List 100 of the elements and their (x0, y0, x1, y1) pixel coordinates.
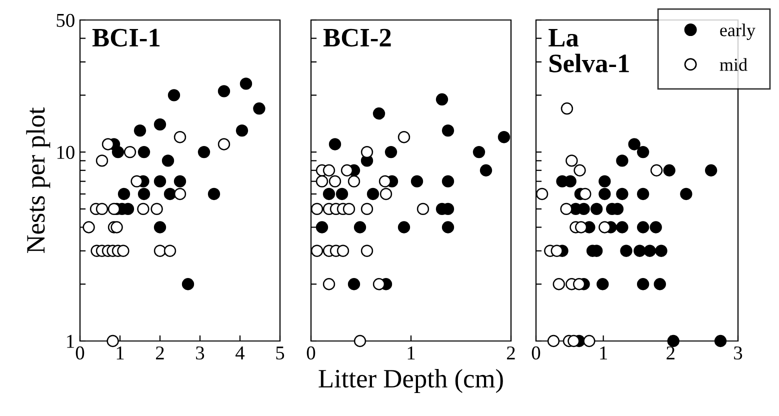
point (442, 221, 454, 234)
y-tick-label: 50 (56, 14, 74, 27)
point (348, 175, 360, 188)
point (573, 278, 586, 290)
point (596, 278, 609, 290)
point (436, 93, 448, 106)
point (164, 188, 176, 200)
point (328, 138, 342, 150)
point (336, 188, 348, 200)
point (253, 102, 266, 115)
point (164, 244, 176, 257)
point (96, 202, 108, 216)
point (636, 221, 650, 234)
point (310, 202, 324, 216)
point (650, 164, 663, 176)
point (328, 175, 342, 188)
point (112, 146, 124, 158)
point (134, 124, 146, 137)
x-tick-label: 0 (532, 346, 540, 360)
point (316, 221, 328, 234)
point (137, 202, 150, 216)
point (354, 334, 366, 348)
point (650, 221, 662, 234)
point (198, 146, 210, 158)
point (616, 221, 628, 234)
y-tick-label: 10 (57, 146, 74, 159)
point (480, 164, 492, 176)
point (322, 188, 336, 200)
point (663, 164, 676, 176)
x-tick-label: 1 (408, 346, 415, 360)
point (560, 202, 572, 216)
point (384, 146, 398, 158)
point (568, 334, 580, 348)
point (634, 244, 646, 257)
point (598, 188, 611, 200)
point (240, 78, 252, 90)
point (442, 124, 454, 137)
point (536, 188, 548, 200)
point (547, 334, 560, 348)
point (628, 138, 640, 150)
x-tick-label: 2 (506, 346, 515, 360)
point (218, 85, 230, 98)
point (636, 146, 650, 158)
point (590, 202, 603, 216)
x-tick-label: 0 (76, 346, 84, 360)
point (96, 154, 108, 167)
point (636, 278, 650, 290)
point (154, 118, 166, 131)
point (110, 221, 123, 234)
point (366, 188, 380, 200)
point (208, 188, 220, 200)
point (372, 107, 386, 120)
point (644, 244, 656, 257)
point (316, 175, 328, 188)
point (442, 175, 454, 188)
point (360, 244, 374, 257)
x-tick-label: 0 (306, 346, 316, 360)
point (498, 131, 510, 144)
point (174, 175, 186, 188)
point (130, 175, 143, 188)
y-axis-title: Nests per plot (26, 107, 50, 254)
chart-title: BCI-2 (323, 28, 391, 47)
text: La Selva-1 (548, 29, 629, 72)
point (620, 244, 632, 257)
point (655, 244, 668, 257)
x-tick-label: 1 (116, 346, 124, 360)
x-tick-label: 2 (666, 346, 674, 360)
point (398, 131, 410, 144)
point (598, 175, 611, 188)
point (82, 221, 95, 234)
point (138, 188, 150, 200)
point (398, 221, 410, 234)
point (360, 202, 374, 216)
y-tick-label: 1 (67, 334, 74, 348)
point (667, 334, 680, 348)
point (560, 102, 574, 115)
point (636, 188, 650, 200)
point (108, 202, 120, 216)
x-tick-label: 3 (196, 346, 204, 360)
point (118, 188, 130, 200)
point (340, 164, 354, 176)
point (236, 124, 248, 137)
point (322, 278, 336, 290)
point (310, 244, 324, 257)
point (348, 278, 360, 290)
chart-title: BCI-1 (92, 28, 160, 47)
point (372, 278, 386, 290)
point (102, 138, 114, 150)
point (322, 164, 336, 176)
point (552, 278, 565, 290)
point (579, 188, 592, 200)
point (680, 188, 692, 200)
legend-label: mid (720, 58, 748, 71)
point (150, 202, 163, 216)
point (168, 89, 180, 102)
point (378, 175, 392, 188)
x-tick-label: 3 (734, 346, 742, 360)
point (583, 334, 596, 348)
point (550, 244, 563, 257)
point (714, 334, 727, 348)
